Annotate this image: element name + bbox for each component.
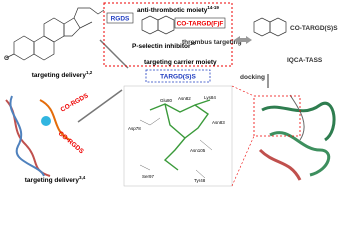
reference: 14-19	[207, 5, 219, 10]
label-text: targeting delivery	[25, 177, 80, 184]
iqca-structure	[141, 15, 175, 35]
graphical-abstract: O targeting delivery1,2 CO-RGDS CO-RGDS …	[4, 2, 338, 187]
nanoparticle	[41, 116, 51, 126]
annotation: targeting carrier moiety	[144, 59, 217, 66]
compound: CO-TARGD(S)S	[290, 25, 338, 32]
residue: Asp78	[128, 126, 141, 131]
docking-panel	[123, 85, 233, 187]
steroid-structure	[5, 7, 105, 61]
residue: Asn105	[190, 148, 206, 153]
heading-text: anti-thrombotic moiety	[137, 7, 208, 14]
peptide: CO-TARGD(F)F	[177, 21, 224, 28]
conjugate-label: CO-RGDS	[60, 92, 91, 114]
annotation: docking	[240, 74, 265, 81]
reference: 1,2	[86, 70, 93, 75]
label: targeting delivery1,2	[32, 70, 93, 79]
annotation-text: P-selectin inhibitor	[132, 43, 191, 50]
label-text: targeting delivery	[32, 72, 87, 79]
compound-name: IQCA-TASS	[287, 57, 323, 64]
connector	[231, 135, 255, 187]
residue: Tyr48	[194, 178, 206, 183]
binding-site-box	[253, 95, 301, 137]
arrow	[77, 89, 123, 123]
atom: O	[4, 55, 9, 62]
connector	[231, 85, 255, 97]
compound-structure	[253, 17, 287, 37]
peptide-box	[174, 17, 226, 29]
ligand	[149, 99, 211, 171]
conjugate-label: CO-RGDS	[57, 130, 86, 156]
label: targeting delivery3,4	[25, 175, 86, 184]
moiety-box	[103, 2, 233, 67]
residue: Asn83	[212, 120, 225, 125]
annotation: P-selectin inhibitor20	[132, 41, 196, 50]
dna-helix	[5, 95, 71, 177]
carrier-box	[145, 69, 211, 83]
reference: 3,4	[79, 175, 86, 180]
annotation: thrombus targeting	[182, 39, 242, 46]
residue: Ser97	[142, 174, 155, 179]
reference: 20	[191, 41, 197, 46]
carrier-sequence: TARGD(S)S	[160, 74, 196, 81]
arrow	[99, 39, 129, 69]
double-arrow	[234, 36, 252, 44]
residue: Glu80	[160, 98, 173, 103]
residue: Lys84	[204, 95, 216, 100]
residues	[139, 117, 213, 179]
residue: Asn82	[178, 96, 191, 101]
rgds: RGDS	[111, 16, 130, 23]
rgds-box	[106, 12, 134, 24]
heading: anti-thrombotic moiety14-19	[137, 5, 219, 14]
protein-ribbon	[258, 94, 336, 181]
